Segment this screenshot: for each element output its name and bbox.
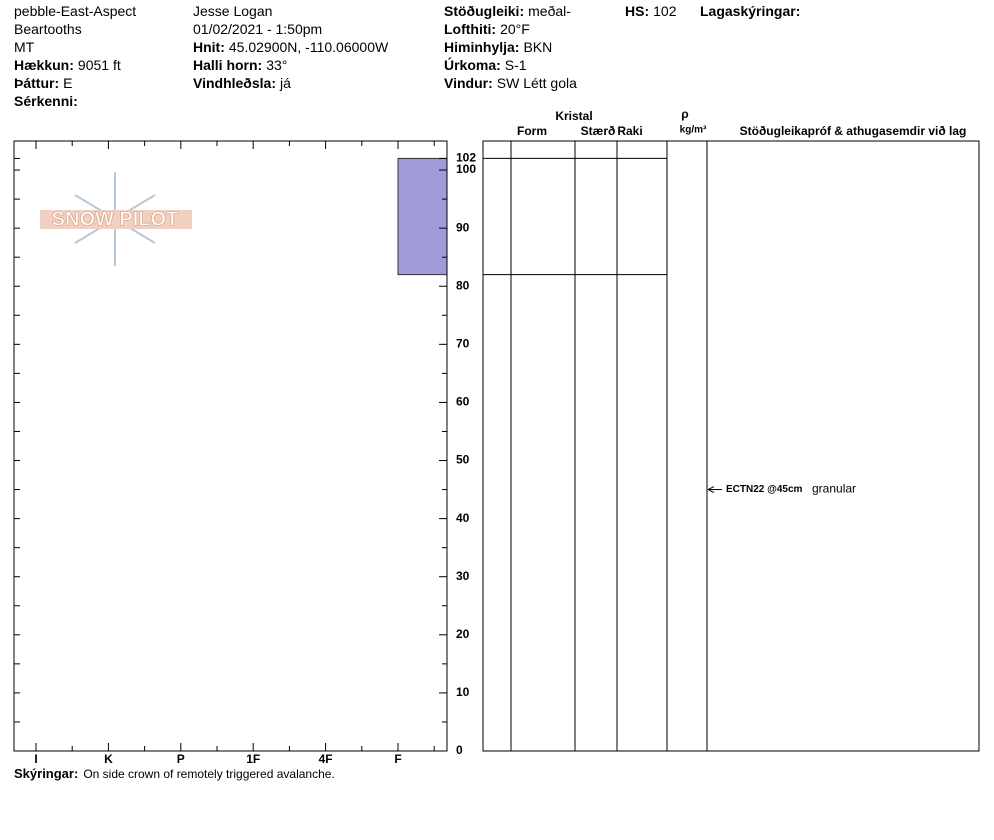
x-tick-label: P xyxy=(177,752,185,766)
header-field: Vindhleðsla: já xyxy=(193,75,291,91)
header-field: Úrkoma: S-1 xyxy=(444,56,527,73)
header-field: Hnit: 45.02900N, -110.06000W xyxy=(193,39,389,55)
field-value: pebble-East-Aspect xyxy=(14,3,136,19)
header-field: HS: 102 xyxy=(625,3,677,19)
header-field: Halli horn: 33° xyxy=(193,57,287,73)
field-value: MT xyxy=(14,39,35,55)
layer-bar xyxy=(397,157,448,276)
field-value: Beartooths xyxy=(14,21,82,37)
field-label: Vindhleðsla: xyxy=(193,75,276,91)
field-label: Þáttur: xyxy=(14,75,59,91)
field-label: Halli horn: xyxy=(193,57,262,73)
header-field: MT xyxy=(14,39,35,55)
field-value: E xyxy=(63,75,72,91)
field-label: Himinhylja: xyxy=(444,39,519,55)
table-header: Form xyxy=(517,124,547,138)
y-tick-label: 40 xyxy=(456,511,470,525)
field-value: 33° xyxy=(266,57,287,73)
field-label: Lagaskýringar: xyxy=(700,3,800,19)
table-header: Raki xyxy=(617,124,642,138)
table-header: kg/m³ xyxy=(680,125,707,136)
y-tick-label: 70 xyxy=(456,337,470,351)
table-header: Kristal xyxy=(555,109,592,123)
table-frame xyxy=(482,140,980,752)
header-field: Hækkun: 9051 ft xyxy=(14,57,121,73)
header-field: Jesse Logan xyxy=(193,3,272,19)
y-tick-label: 100 xyxy=(456,162,476,176)
field-value: BKN xyxy=(523,39,552,55)
test-label: ECTN22 @45cm xyxy=(726,484,803,495)
test-arrowhead xyxy=(707,486,715,494)
logo-text: SNOW PILOT xyxy=(52,208,179,230)
field-value: 01/02/2021 - 1:50pm xyxy=(193,21,322,37)
y-tick-label: 90 xyxy=(456,220,470,234)
y-tick-label: 60 xyxy=(456,395,470,409)
y-tick-label: 0 xyxy=(456,743,463,757)
header-field: Beartooths xyxy=(14,21,82,37)
footer-label: Skýringar: xyxy=(14,766,78,781)
table-header: Stöðugleikapróf & athugasemdir við lag xyxy=(740,124,967,138)
field-value: 20°F xyxy=(500,21,530,37)
y-tick-label: 10 xyxy=(456,685,470,699)
y-tick-label: 30 xyxy=(456,569,470,583)
header-field: pebble-East-Aspect xyxy=(14,3,136,19)
table-header: Stærð xyxy=(581,124,616,138)
footer: Skýringar: On side crown of remotely trig… xyxy=(14,766,335,781)
field-label: Stöðugleiki: xyxy=(444,3,524,19)
x-tick-label: K xyxy=(104,752,113,766)
header-field: Vindur: SW Létt gola xyxy=(444,75,577,91)
y-tick-label: 50 xyxy=(456,453,470,467)
field-value: S-1 xyxy=(505,57,527,73)
x-tick-label: F xyxy=(394,752,401,766)
field-label: Vindur: xyxy=(444,75,493,91)
header-field: Lofthiti: 20°F xyxy=(444,21,530,37)
field-label: Lofthiti: xyxy=(444,21,496,37)
header-field: Lagaskýringar: xyxy=(700,3,800,19)
header-field: Stöðugleiki: meðal- xyxy=(444,3,571,19)
field-label: HS: xyxy=(625,3,649,19)
test-comment: granular xyxy=(812,482,856,496)
field-label: Hnit: xyxy=(193,39,225,55)
field-value: meðal- xyxy=(528,3,571,19)
header-field: Sérkenni: xyxy=(14,93,78,109)
header-field: 01/02/2021 - 1:50pm xyxy=(193,21,322,37)
field-value: Jesse Logan xyxy=(193,3,272,19)
x-tick-label: I xyxy=(34,752,37,766)
footer-value: On side crown of remotely triggered aval… xyxy=(83,767,334,781)
x-tick-label: 4F xyxy=(319,752,333,766)
field-value: 102 xyxy=(653,3,677,19)
field-value: SW Létt gola xyxy=(497,75,577,91)
header-field: Þáttur: E xyxy=(14,75,72,91)
plot-frame xyxy=(13,140,448,752)
header-field: Himinhylja: BKN xyxy=(444,39,552,55)
y-tick-label: 80 xyxy=(456,278,470,292)
logo xyxy=(40,172,192,266)
field-label: Úrkoma: xyxy=(444,56,501,73)
field-value: já xyxy=(279,75,291,91)
field-label: Hækkun: xyxy=(14,57,74,73)
table-header: ρ xyxy=(681,107,688,121)
y-tick-label: 20 xyxy=(456,627,470,641)
x-tick-label: 1F xyxy=(246,752,260,766)
field-value: 9051 ft xyxy=(78,57,121,73)
field-label: Sérkenni: xyxy=(14,93,78,109)
y-tick-label: 102 xyxy=(456,151,476,165)
field-value: 45.02900N, -110.06000W xyxy=(229,39,389,55)
